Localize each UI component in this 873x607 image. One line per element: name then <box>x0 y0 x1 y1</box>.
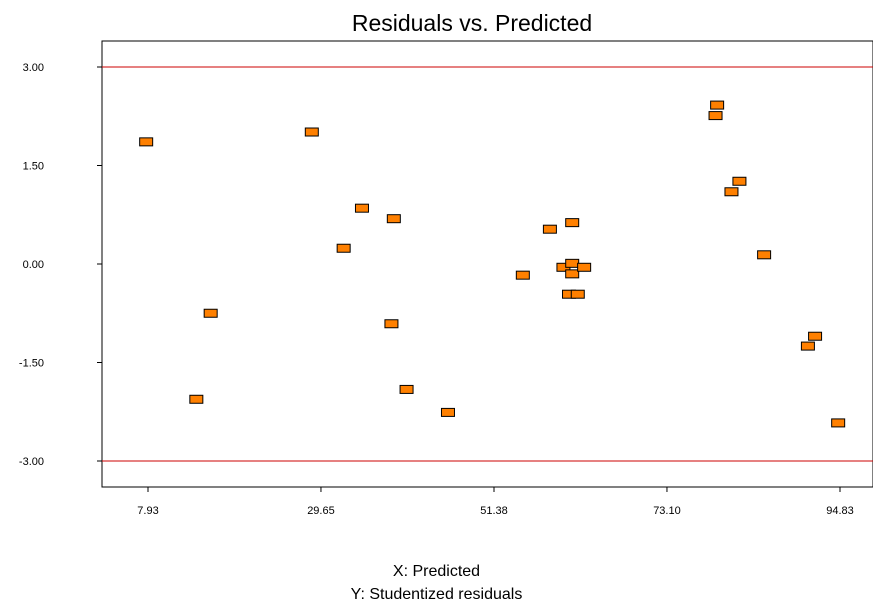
data-point <box>732 176 747 186</box>
data-point <box>565 269 580 279</box>
data-point <box>440 407 455 417</box>
data-point <box>189 394 204 404</box>
data-point <box>384 319 399 329</box>
x-tick-label: 51.38 <box>480 505 508 517</box>
data-point <box>570 289 585 299</box>
plot-area <box>101 40 873 488</box>
data-point <box>386 214 401 224</box>
data-point <box>757 250 772 260</box>
data-point <box>724 187 739 197</box>
data-point <box>710 100 725 110</box>
data-point <box>542 224 557 234</box>
x-tick-label: 94.83 <box>826 505 854 517</box>
data-point <box>203 308 218 318</box>
x-tick-label: 29.65 <box>307 505 335 517</box>
x-tick-label: 73.10 <box>653 505 681 517</box>
chart-title: Residuals vs. Predicted <box>352 10 592 36</box>
y-tick-label: 3.00 <box>23 62 44 74</box>
data-point <box>831 418 846 428</box>
y-tick-label: 0.00 <box>23 259 44 271</box>
data-point <box>565 258 580 268</box>
data-point <box>515 270 530 280</box>
x-tick-label: 7.93 <box>137 505 158 517</box>
y-axis-label: Y: Studentized residuals <box>350 586 523 603</box>
y-tick-label: -3.00 <box>19 456 44 468</box>
y-axis: 3.00 1.50 0.00 -1.50 -3.00 <box>19 62 102 468</box>
data-points <box>139 100 846 428</box>
data-point <box>577 262 592 272</box>
data-point <box>399 384 414 394</box>
data-point <box>304 127 319 137</box>
data-point <box>565 218 580 228</box>
data-point <box>800 341 815 351</box>
x-axis-label: X: Predicted <box>392 563 481 580</box>
data-point <box>354 203 369 213</box>
limit-lines <box>102 66 873 462</box>
data-point <box>336 243 351 253</box>
x-axis: 7.93 29.65 51.38 73.10 94.83 <box>137 487 854 517</box>
data-point <box>808 331 823 341</box>
data-point <box>139 137 154 147</box>
y-tick-label: 1.50 <box>23 161 44 173</box>
data-point <box>708 111 723 121</box>
y-tick-label: -1.50 <box>19 358 44 370</box>
